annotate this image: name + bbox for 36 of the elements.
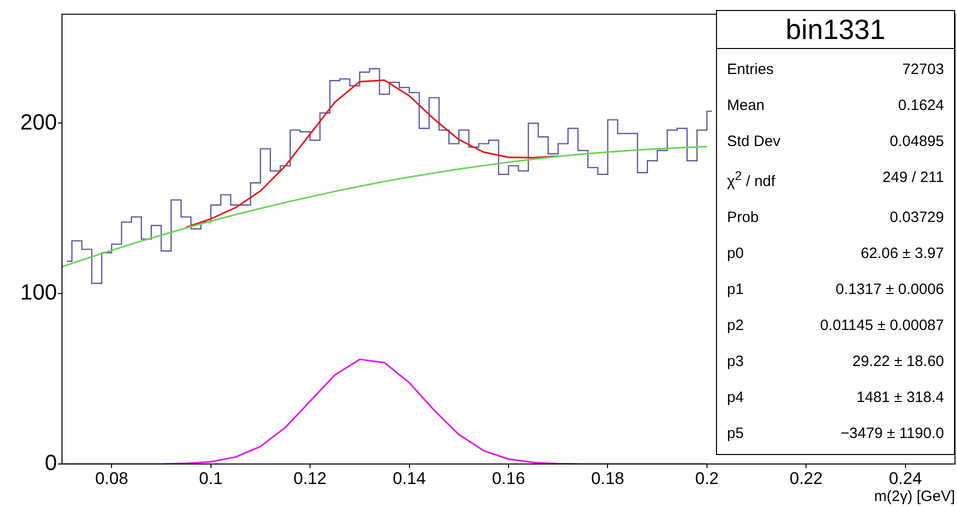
- x-tick-label: 0.12: [294, 468, 327, 488]
- annotation: 72703: [902, 60, 944, 78]
- annotation: 62.06 ± 3.97: [860, 244, 944, 262]
- annotation: p5: [727, 425, 744, 442]
- annotation: 1481 ± 318.4: [856, 389, 944, 406]
- x-tick-label: 0.18: [591, 468, 624, 488]
- x-tick-label: 0.24: [888, 468, 922, 488]
- annotation: p2: [727, 317, 744, 334]
- annotation: 0.03729: [890, 208, 944, 226]
- annotation: p1: [727, 281, 744, 298]
- annotation: 249 / 211: [882, 168, 944, 188]
- y-tick-label: 100: [20, 280, 57, 305]
- annotation: p0: [727, 244, 744, 262]
- y-tick-label: 200: [20, 109, 57, 134]
- chart-title: bin1331: [717, 11, 954, 49]
- annotation: 0.01145 ± 0.00087: [820, 317, 944, 334]
- y-tick-label: 0: [44, 450, 57, 476]
- annotation: Mean: [727, 96, 765, 114]
- x-axis-title: m(2γ) [GeV]: [874, 488, 955, 506]
- x-tick-label: 0.08: [95, 468, 128, 488]
- x-tick-label: 0.16: [492, 468, 526, 488]
- annotation: −3479 ± 1190.0: [840, 425, 944, 442]
- x-tick-label: 0.14: [392, 468, 426, 488]
- annotation: Prob: [727, 208, 759, 226]
- x-tick-label: 0.22: [790, 468, 823, 488]
- annotation: Entries: [727, 60, 774, 78]
- annotation: p3: [727, 353, 744, 370]
- annotation: 0.1317 ± 0.0006: [836, 281, 944, 298]
- annotation: 29.22 ± 18.60: [852, 353, 944, 370]
- annotation: χ$^{2}$ / ndf: [727, 168, 776, 190]
- annotation: 0.1624: [898, 96, 944, 114]
- annotation: Std Dev: [727, 132, 780, 150]
- x-tick-label: 0.2: [695, 468, 719, 488]
- x-tick-label: 0.1: [199, 468, 223, 488]
- annotation: p4: [727, 389, 744, 406]
- annotation: 0.04895: [890, 132, 944, 150]
